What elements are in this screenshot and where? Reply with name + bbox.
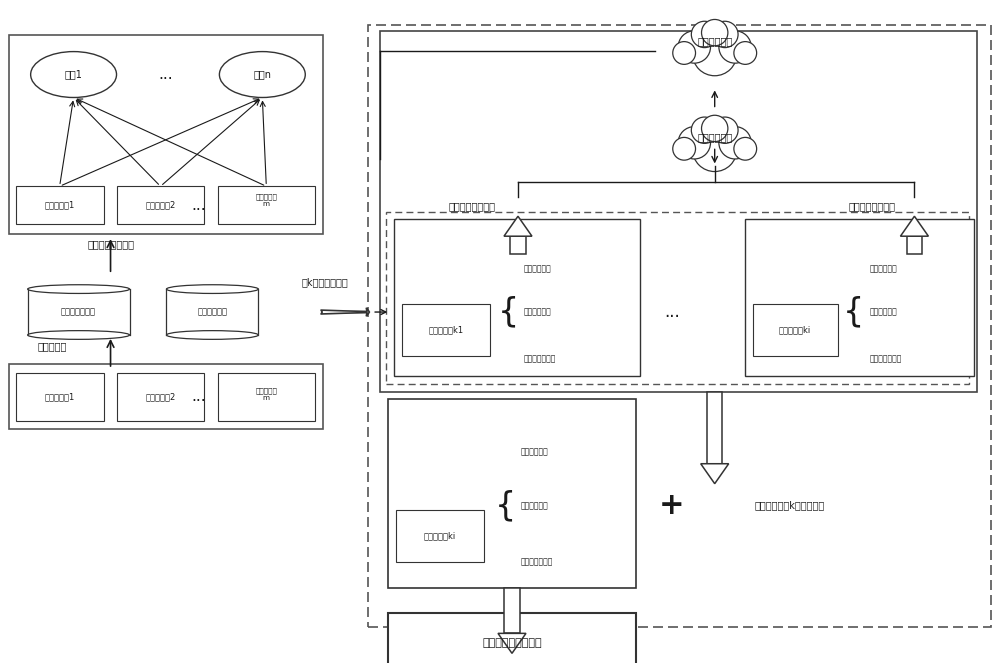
Text: 光伏预测点2: 光伏预测点2 [145, 392, 176, 401]
Circle shape [719, 127, 751, 159]
Text: 光伏预测点ki: 光伏预测点ki [778, 325, 811, 335]
Circle shape [691, 117, 718, 143]
Text: {: { [497, 295, 519, 329]
Circle shape [678, 127, 711, 159]
Text: 光伏发电量预测结果: 光伏发电量预测结果 [482, 638, 542, 648]
Text: +: + [659, 491, 685, 520]
Circle shape [693, 127, 737, 171]
Circle shape [678, 31, 711, 63]
Polygon shape [701, 463, 729, 483]
Circle shape [673, 137, 696, 160]
FancyBboxPatch shape [396, 510, 484, 562]
FancyBboxPatch shape [166, 289, 258, 335]
Ellipse shape [31, 52, 117, 98]
FancyBboxPatch shape [218, 373, 315, 421]
Circle shape [734, 137, 757, 160]
Text: 辐射监测数据: 辐射监测数据 [521, 448, 549, 456]
Ellipse shape [219, 52, 305, 98]
Text: 旧的全局模型: 旧的全局模型 [697, 132, 732, 142]
Ellipse shape [166, 331, 258, 339]
Circle shape [719, 31, 751, 63]
FancyBboxPatch shape [388, 399, 636, 588]
FancyBboxPatch shape [707, 392, 722, 463]
FancyBboxPatch shape [394, 219, 640, 376]
Circle shape [693, 31, 737, 76]
FancyBboxPatch shape [9, 35, 323, 234]
Text: 气象监测数据: 气象监测数据 [521, 501, 549, 510]
Text: 光伏预测点2: 光伏预测点2 [145, 201, 176, 210]
FancyBboxPatch shape [745, 219, 974, 376]
Circle shape [702, 116, 728, 141]
Text: 气象监测数据: 气象监测数据 [524, 307, 552, 317]
Circle shape [712, 21, 738, 48]
Text: ...: ... [191, 198, 206, 212]
Text: 辐射监测数据: 辐射监测数据 [869, 265, 897, 274]
FancyBboxPatch shape [510, 236, 526, 254]
Ellipse shape [28, 285, 130, 293]
FancyBboxPatch shape [117, 187, 204, 224]
FancyBboxPatch shape [388, 614, 636, 664]
Text: 光伏预测点ki: 光伏预测点ki [424, 531, 456, 540]
Text: 类别n: 类别n [253, 70, 271, 80]
Text: 发电量监测数据: 发电量监测数据 [521, 557, 553, 566]
Text: 本地光伏预测模型: 本地光伏预测模型 [449, 201, 496, 211]
Text: 光伏预测点k1: 光伏预测点k1 [429, 325, 464, 335]
Circle shape [712, 117, 738, 143]
FancyBboxPatch shape [218, 187, 315, 224]
Text: ...: ... [158, 67, 173, 82]
FancyBboxPatch shape [117, 373, 204, 421]
FancyBboxPatch shape [907, 236, 922, 254]
Text: 光伏预测点
m: 光伏预测点 m [255, 193, 277, 207]
Text: 发电量监测数据: 发电量监测数据 [869, 355, 902, 363]
Circle shape [702, 19, 728, 46]
Text: 辐射监测数据: 辐射监测数据 [524, 265, 552, 274]
Text: 第k个模型的训练: 第k个模型的训练 [302, 277, 349, 287]
Text: 类别1: 类别1 [65, 70, 83, 80]
Ellipse shape [28, 331, 130, 339]
Text: 本地光伏预测模型: 本地光伏预测模型 [849, 201, 896, 211]
Text: 训练完毕的第k个全局模型: 训练完毕的第k个全局模型 [755, 501, 825, 511]
Text: {: { [494, 489, 516, 522]
Text: ...: ... [664, 303, 680, 321]
FancyBboxPatch shape [753, 304, 838, 356]
Polygon shape [498, 633, 526, 653]
FancyBboxPatch shape [504, 588, 520, 633]
Text: ...: ... [191, 389, 206, 404]
Text: 发电量监测数据: 发电量监测数据 [524, 355, 556, 363]
Text: 气象监测数据: 气象监测数据 [869, 307, 897, 317]
Polygon shape [504, 216, 532, 236]
Text: 光伏预测点1: 光伏预测点1 [44, 392, 75, 401]
Text: 皮尔逊相关性分析: 皮尔逊相关性分析 [87, 239, 134, 249]
Text: {: { [843, 295, 864, 329]
FancyBboxPatch shape [380, 31, 977, 392]
Text: 本地发电量数据: 本地发电量数据 [61, 307, 96, 317]
Circle shape [734, 42, 757, 64]
Text: 光伏预测点1: 光伏预测点1 [44, 201, 75, 210]
Ellipse shape [166, 285, 258, 293]
FancyBboxPatch shape [16, 187, 104, 224]
Text: 光伏预测点
m: 光伏预测点 m [255, 387, 277, 400]
FancyBboxPatch shape [9, 364, 323, 429]
Text: 新的全局模型: 新的全局模型 [697, 37, 732, 46]
Polygon shape [900, 216, 928, 236]
Text: 气象监测数据: 气象监测数据 [197, 307, 227, 317]
FancyBboxPatch shape [16, 373, 104, 421]
FancyBboxPatch shape [402, 304, 490, 356]
FancyBboxPatch shape [28, 289, 130, 335]
Text: 发电量监测: 发电量监测 [38, 341, 67, 351]
Circle shape [691, 21, 718, 48]
Circle shape [673, 42, 696, 64]
